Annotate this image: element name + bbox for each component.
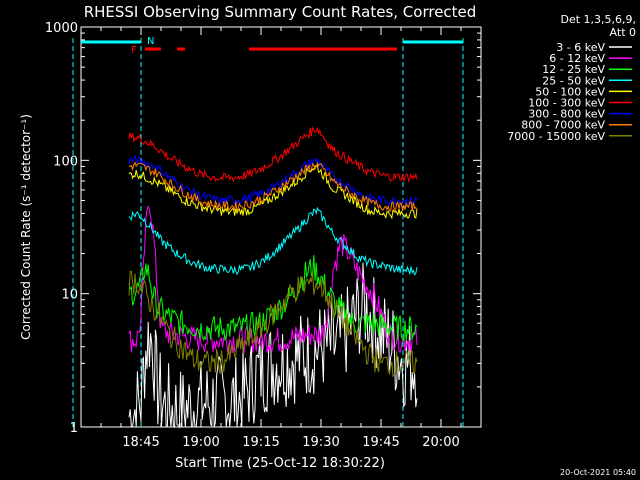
legend-label: 12 - 25 keV (542, 63, 605, 76)
chart-title: RHESSI Observing Summary Count Rates, Co… (84, 3, 477, 21)
x-axis: 18:45 19:00 19:15 19:30 19:45 20:00 (80, 27, 482, 450)
legend-header: Att 0 (610, 26, 636, 39)
y-axis: 1 10 100 1000 (45, 21, 481, 436)
timestamp: 20-Oct-2021 05:40 (560, 468, 636, 477)
series-lines (128, 126, 418, 429)
series-line (128, 262, 418, 429)
series-line (128, 126, 418, 183)
x-tick-label: 20:00 (422, 435, 459, 450)
x-tick-label: 18:45 (122, 435, 159, 450)
y-tick-label: 100 (53, 154, 78, 169)
series-line (128, 255, 418, 342)
series-line (128, 270, 418, 378)
x-tick-label: 19:30 (302, 435, 339, 450)
series-line (128, 206, 418, 276)
y-tick-label: 10 (61, 288, 78, 303)
x-tick-label: 19:45 (362, 435, 399, 450)
legend-label: 3 - 6 keV (556, 41, 605, 54)
flag-label-N: N (147, 36, 154, 47)
x-axis-label: Start Time (25-Oct-12 18:30:22) (175, 456, 385, 471)
y-axis-label: Corrected Count Rate (s⁻¹ detector⁻¹) (19, 114, 33, 340)
legend-label: 7000 - 15000 keV (507, 130, 605, 143)
legend-label: 300 - 800 keV (528, 108, 605, 121)
legend-label: 50 - 100 keV (535, 85, 605, 98)
legend-label: 25 - 50 keV (542, 74, 605, 87)
series-line (128, 161, 418, 213)
legend-header: Det 1,3,5,6,9, (560, 13, 636, 26)
y-tick-label: 1000 (45, 21, 78, 36)
observing-flags: FN (72, 36, 464, 427)
y-tick-label: 1 (70, 421, 78, 436)
x-tick-label: 19:00 (182, 435, 219, 450)
legend-label: 6 - 12 keV (549, 52, 605, 65)
series-line (128, 204, 418, 355)
legend-label: 800 - 7000 keV (521, 119, 605, 132)
legend-label: 100 - 300 keV (528, 97, 605, 110)
series-line (128, 164, 418, 220)
x-tick-label: 19:15 (242, 435, 279, 450)
flag-label-F: F (131, 45, 137, 56)
series-line (128, 154, 418, 207)
